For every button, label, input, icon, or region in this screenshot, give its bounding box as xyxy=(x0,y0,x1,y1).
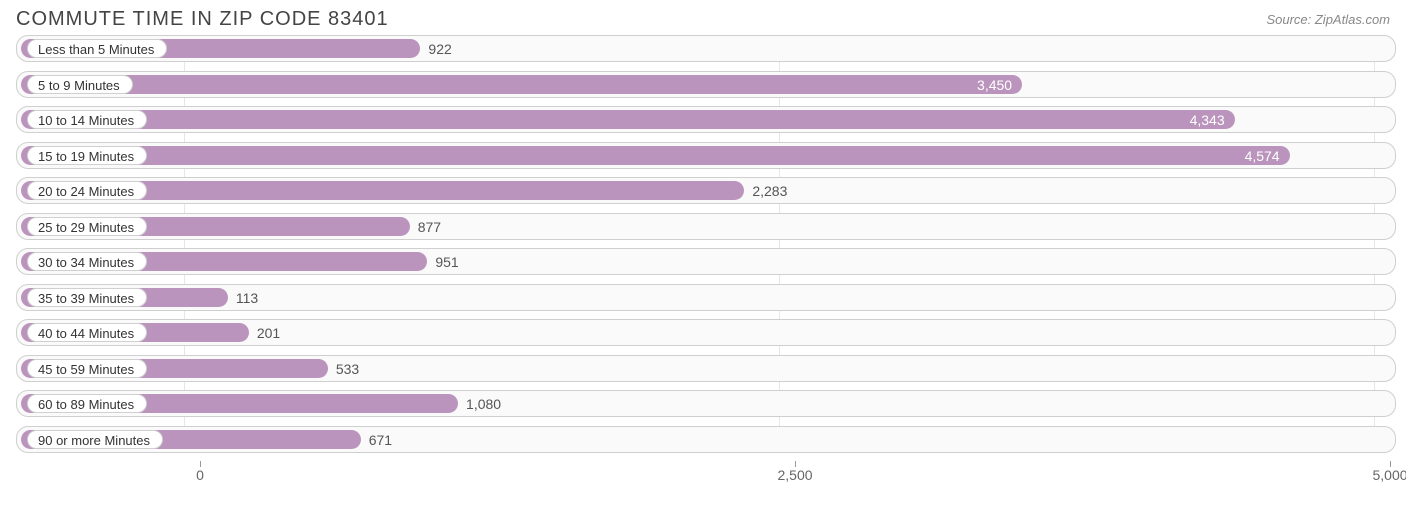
bar-value-label: 951 xyxy=(427,249,458,276)
bar-row: 30 to 34 Minutes 951 xyxy=(16,248,1396,275)
bar-row: 15 to 19 Minutes4,574 xyxy=(16,142,1396,169)
bar-row: 20 to 24 Minutes 2,283 xyxy=(16,177,1396,204)
bar-row: 5 to 9 Minutes3,450 xyxy=(16,71,1396,98)
bar-row: 25 to 29 Minutes 877 xyxy=(16,213,1396,240)
bar-category-label: 40 to 44 Minutes xyxy=(27,323,147,342)
bar-row: 35 to 39 Minutes 113 xyxy=(16,284,1396,311)
bar-row: 45 to 59 Minutes 533 xyxy=(16,355,1396,382)
bar-value-label: 4,343 xyxy=(17,107,1235,134)
bar-category-label: Less than 5 Minutes xyxy=(27,39,167,58)
bar-category-label: 25 to 29 Minutes xyxy=(27,217,147,236)
bar-category-label: 90 or more Minutes xyxy=(27,430,163,449)
bar-value-label: 877 xyxy=(410,214,441,241)
bar-value-label: 201 xyxy=(249,320,280,347)
chart-source: Source: ZipAtlas.com xyxy=(1266,12,1390,27)
axis-tick-label: 5,000 xyxy=(1372,467,1406,483)
x-axis: 02,5005,000 xyxy=(16,461,1398,491)
bar-value-label: 4,574 xyxy=(17,143,1290,170)
bar-row: 60 to 89 Minutes 1,080 xyxy=(16,390,1396,417)
bar-category-label: 30 to 34 Minutes xyxy=(27,252,147,271)
bar-value-label: 1,080 xyxy=(458,391,501,418)
bar-value-label: 922 xyxy=(420,36,451,63)
bar-category-label: 35 to 39 Minutes xyxy=(27,288,147,307)
bar-value-label: 113 xyxy=(228,285,258,312)
bar-value-label: 3,450 xyxy=(17,72,1022,99)
bar-value-label: 671 xyxy=(361,427,392,454)
bar-category-label: 20 to 24 Minutes xyxy=(27,181,147,200)
bar-row: 90 or more Minutes 671 xyxy=(16,426,1396,453)
bar-value-label: 2,283 xyxy=(744,178,787,205)
bar-category-label: 45 to 59 Minutes xyxy=(27,359,147,378)
axis-tick-label: 2,500 xyxy=(777,467,812,483)
axis-tick-label: 0 xyxy=(196,467,204,483)
bar-category-label: 60 to 89 Minutes xyxy=(27,394,147,413)
bar-value-label: 533 xyxy=(328,356,359,383)
bar-row: 10 to 14 Minutes4,343 xyxy=(16,106,1396,133)
bar-row: Less than 5 Minutes 922 xyxy=(16,35,1396,62)
chart-header: COMMUTE TIME IN ZIP CODE 83401 Source: Z… xyxy=(0,0,1406,35)
bar-row: 40 to 44 Minutes 201 xyxy=(16,319,1396,346)
chart-area: Less than 5 Minutes 922 5 to 9 Minutes3,45… xyxy=(0,35,1406,453)
chart-title: COMMUTE TIME IN ZIP CODE 83401 xyxy=(16,8,389,31)
